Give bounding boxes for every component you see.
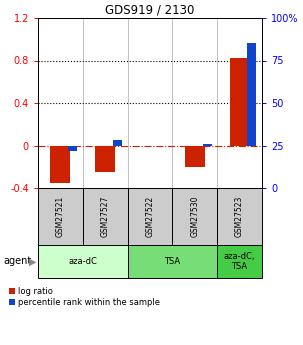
Bar [68,146,77,151]
Bar [83,188,128,245]
Text: GSM27527: GSM27527 [101,196,110,237]
Bar [113,140,122,146]
Bar [203,144,211,146]
Text: aza-dC: aza-dC [68,257,97,266]
Bar [95,146,115,172]
Text: GSM27521: GSM27521 [56,196,65,237]
Bar [229,58,250,146]
Bar [38,188,83,245]
Bar [217,245,262,278]
Bar [172,188,217,245]
Bar [38,245,128,278]
Text: GSM27530: GSM27530 [190,196,199,237]
Text: agent: agent [4,256,32,266]
Bar [217,188,262,245]
Text: GSM27523: GSM27523 [235,196,244,237]
Bar [248,43,256,146]
Text: aza-dC,
TSA: aza-dC, TSA [224,252,255,271]
Text: ▶: ▶ [29,256,36,266]
Bar [128,188,172,245]
Text: TSA: TSA [164,257,181,266]
Text: GSM27522: GSM27522 [145,196,155,237]
Bar [128,245,217,278]
Bar [50,146,71,183]
Legend: log ratio, percentile rank within the sample: log ratio, percentile rank within the sa… [9,287,160,307]
Bar [185,146,205,167]
Title: GDS919 / 2130: GDS919 / 2130 [105,4,195,17]
